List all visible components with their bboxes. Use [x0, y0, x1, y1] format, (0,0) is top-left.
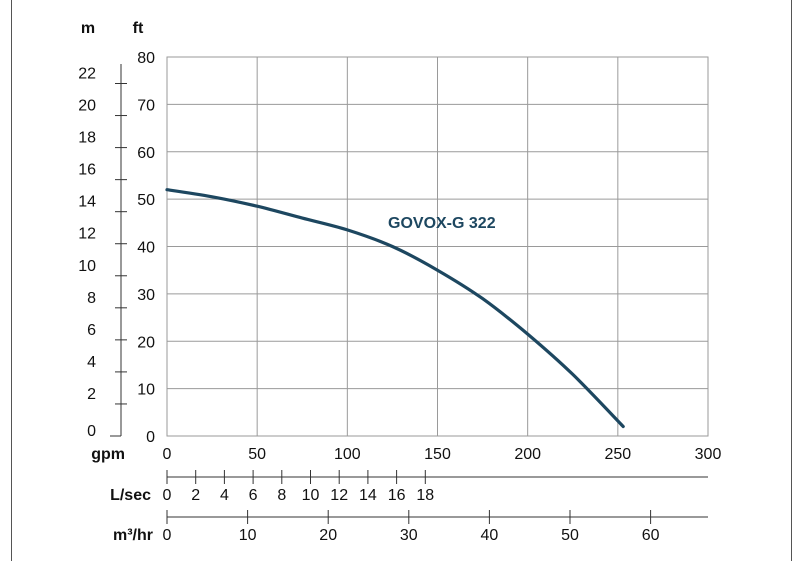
m-tick-label: 18 — [78, 130, 96, 147]
gpm-tick-label: 200 — [514, 446, 541, 463]
m-tick-label: 12 — [78, 226, 96, 243]
gpm-tick-label: 300 — [695, 446, 722, 463]
m-tick-label: 16 — [78, 162, 96, 179]
m3hr-tick-label: 30 — [400, 527, 418, 544]
ft-axis-label: ft — [133, 20, 144, 37]
gpm-tick-label: 100 — [334, 446, 361, 463]
m-tick-label: 20 — [78, 98, 96, 115]
gpm-tick-label: 50 — [248, 446, 266, 463]
axes: 01020304050607080ft0246810121416182022m0… — [78, 20, 721, 544]
ft-tick-label: 70 — [137, 97, 155, 114]
m3hr-tick-label: 10 — [239, 527, 257, 544]
lsec-tick-label: 0 — [163, 487, 172, 504]
m-tick-label: 22 — [78, 66, 96, 83]
gpm-tick-label: 250 — [604, 446, 631, 463]
lsec-tick-label: 14 — [359, 487, 377, 504]
lsec-tick-label: 2 — [191, 487, 200, 504]
gpm-tick-label: 0 — [163, 446, 172, 463]
gpm-tick-label: 150 — [424, 446, 451, 463]
ft-tick-label: 0 — [146, 429, 155, 446]
lsec-tick-label: 18 — [416, 487, 434, 504]
ft-tick-label: 40 — [137, 240, 155, 257]
ft-tick-label: 50 — [137, 192, 155, 209]
pump-curve-line — [165, 188, 625, 429]
m3hr-tick-label: 20 — [319, 527, 337, 544]
lsec-tick-label: 4 — [220, 487, 229, 504]
m-tick-label: 6 — [87, 322, 96, 339]
ft-tick-label: 20 — [137, 334, 155, 351]
m3hr-tick-label: 0 — [163, 527, 172, 544]
m-tick-label: 10 — [78, 258, 96, 275]
m3hr-tick-label: 40 — [481, 527, 499, 544]
m-tick-label: 2 — [87, 386, 96, 403]
ft-tick-label: 30 — [137, 287, 155, 304]
ft-tick-label: 10 — [137, 382, 155, 399]
m-tick-label: 8 — [87, 290, 96, 307]
lsec-tick-label: 10 — [302, 487, 320, 504]
lsec-tick-label: 12 — [330, 487, 348, 504]
m3hr-tick-label: 50 — [561, 527, 579, 544]
m-axis-label: m — [81, 20, 95, 37]
m3hr-axis-label: m³/hr — [113, 527, 153, 544]
plot-grid — [166, 56, 709, 437]
m3hr-tick-label: 60 — [642, 527, 660, 544]
curve-layer — [165, 188, 625, 429]
lsec-tick-label: 16 — [388, 487, 406, 504]
curve-annotation: GOVOX-G 322 — [388, 215, 496, 232]
lsec-tick-label: 6 — [249, 487, 258, 504]
lsec-axis-label: L/sec — [110, 487, 151, 504]
chart-frame — [11, 0, 792, 561]
ft-tick-label: 80 — [137, 50, 155, 67]
m-tick-label: 4 — [87, 354, 96, 371]
gpm-axis-label: gpm — [91, 446, 125, 463]
lsec-tick-label: 8 — [277, 487, 286, 504]
m-tick-label: 0 — [87, 423, 96, 440]
ft-tick-label: 60 — [137, 145, 155, 162]
m-tick-label: 14 — [78, 194, 96, 211]
